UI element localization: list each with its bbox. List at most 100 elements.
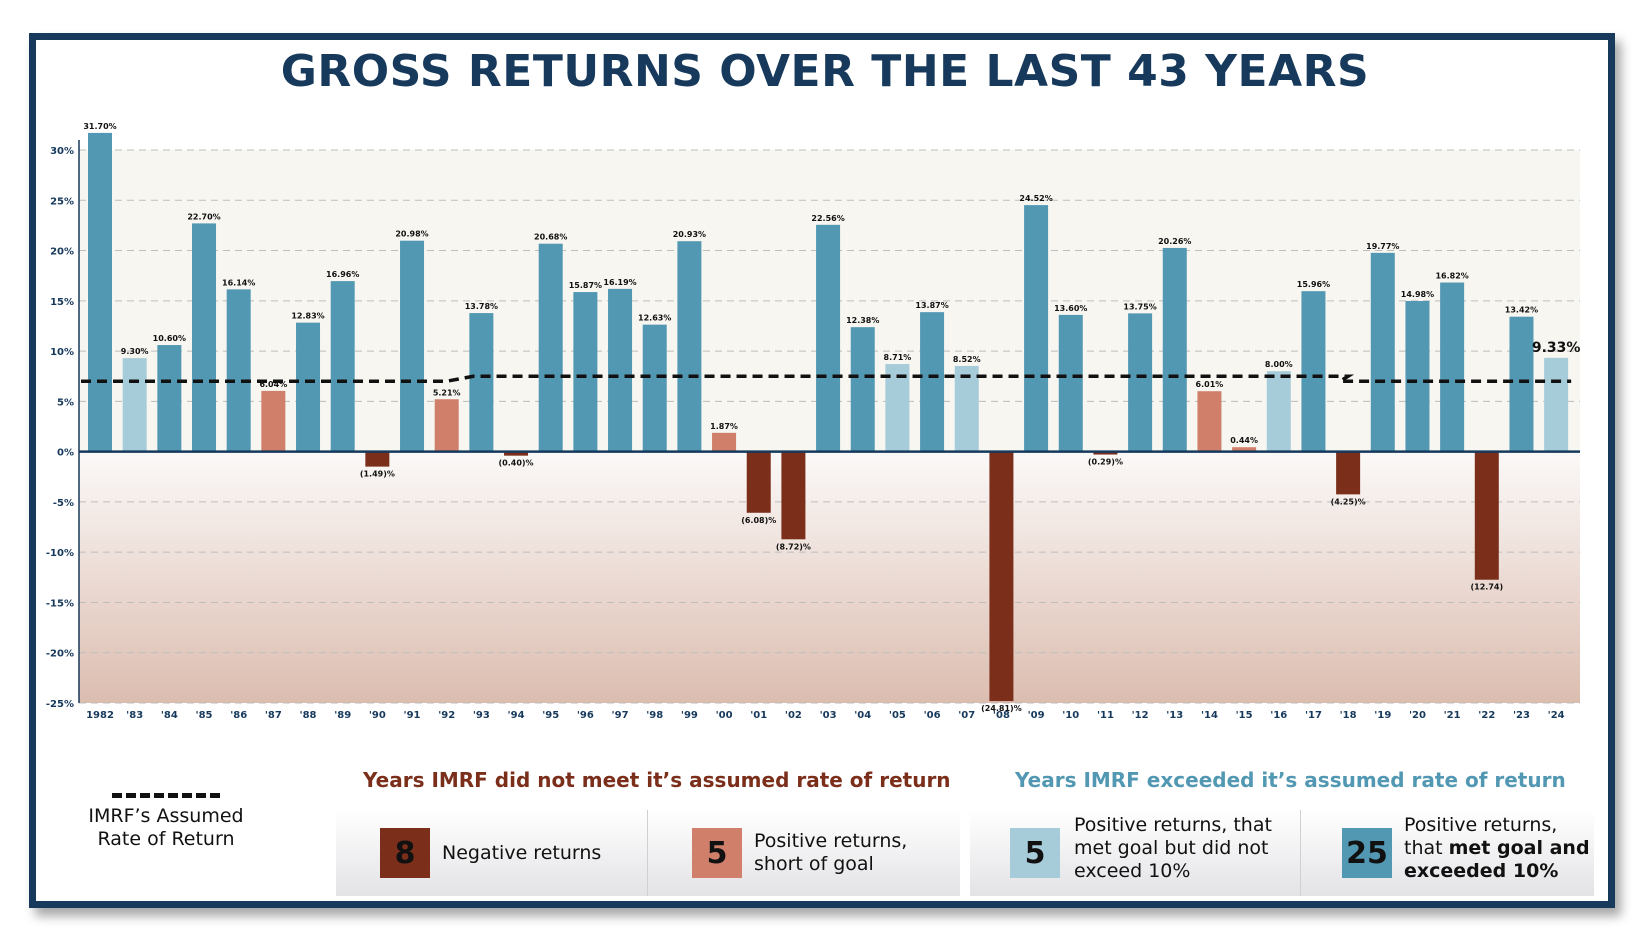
- not-met-heading: Years IMRF did not meet it’s assumed rat…: [363, 768, 951, 792]
- y-tick-label: 25%: [50, 196, 74, 207]
- met-goal-legend-text: Positive returns, that met goal but did …: [1074, 814, 1272, 882]
- bar-value-label: (4.25)%: [1331, 497, 1366, 506]
- x-tick-label: '19: [1374, 710, 1391, 721]
- bar-value-label: (1.49)%: [360, 470, 395, 479]
- x-tick-label: '13: [1166, 710, 1183, 721]
- y-tick-label: -5%: [53, 498, 74, 509]
- bar-92: [434, 399, 459, 452]
- exceeded-legend-panel: 5 Positive returns, that met goal but di…: [970, 810, 1594, 896]
- bar-value-label: 10.60%: [153, 334, 186, 343]
- x-tick-label: '18: [1340, 710, 1357, 721]
- bar-24: [1544, 357, 1569, 452]
- x-tick-label: '85: [196, 710, 213, 721]
- y-tick-label: 15%: [50, 297, 74, 308]
- exceeded-heading: Years IMRF exceeded it’s assumed rate of…: [1015, 768, 1566, 792]
- x-tick-label: '23: [1513, 710, 1530, 721]
- x-tick-label: 1982: [86, 710, 114, 721]
- bar-value-label: 12.38%: [846, 316, 879, 325]
- exceeded-count-box: 25: [1342, 828, 1392, 878]
- bar-value-label: 0.44%: [1230, 436, 1258, 445]
- y-tick-label: 20%: [50, 247, 74, 258]
- x-tick-label: '24: [1548, 710, 1565, 721]
- y-tick-label: 10%: [50, 347, 74, 358]
- bar-20: [1405, 301, 1430, 452]
- bar-05: [885, 364, 910, 452]
- bar-03: [816, 224, 841, 452]
- assumed-rate-line: [81, 374, 1572, 384]
- bar-value-label: 9.33%: [1532, 340, 1581, 356]
- bar-value-label: 22.70%: [187, 212, 220, 221]
- bar-19: [1370, 252, 1395, 452]
- x-tick-label: '20: [1409, 710, 1426, 721]
- x-tick-label: '93: [473, 710, 490, 721]
- bar-value-label: 8.52%: [953, 355, 981, 364]
- exceeded-count: 25: [1346, 835, 1388, 871]
- met-goal-count-box: 5: [1010, 828, 1060, 878]
- x-tick-label: '21: [1444, 710, 1461, 721]
- bar-09: [1024, 205, 1049, 452]
- x-tick-label: '15: [1236, 710, 1253, 721]
- bar-value-label: 19.77%: [1366, 242, 1399, 251]
- x-tick-label: '89: [334, 710, 351, 721]
- bar-value-label: 15.96%: [1297, 280, 1330, 289]
- x-tick-label: '16: [1270, 710, 1287, 721]
- bar-01: [746, 451, 771, 513]
- x-tick-label: '87: [265, 710, 282, 721]
- x-tick-label: '05: [889, 710, 906, 721]
- panel-divider: [647, 810, 648, 896]
- assumed-rate-legend-label: IMRF’s Assumed Rate of Return: [88, 805, 244, 850]
- bar-value-label: 1.87%: [710, 422, 738, 431]
- bar-88: [296, 322, 321, 452]
- met-goal-count: 5: [1024, 835, 1046, 871]
- negative-count-box: 8: [380, 828, 430, 878]
- short-of-goal-count-box: 5: [692, 828, 742, 878]
- bar-87: [261, 390, 286, 452]
- x-tick-label: '10: [1062, 710, 1079, 721]
- exceeded-legend-text: Positive returns, that met goal and exce…: [1404, 814, 1594, 883]
- bar-value-label: (0.40)%: [499, 459, 534, 468]
- chart-title: GROSS RETURNS OVER THE LAST 43 YEARS: [280, 46, 1370, 97]
- x-tick-label: '94: [508, 710, 525, 721]
- bar-value-label: 15.87%: [569, 281, 602, 290]
- x-tick-label: '17: [1305, 710, 1322, 721]
- bar-value-label: (6.08)%: [741, 516, 776, 525]
- x-tick-label: '97: [612, 710, 629, 721]
- bar-08: [989, 451, 1014, 702]
- bar-96: [573, 292, 598, 452]
- plot-background-negative: [79, 451, 1580, 703]
- bar-value-label: 12.63%: [638, 314, 671, 323]
- bar-value-label: 13.78%: [465, 302, 498, 311]
- x-tick-label: '12: [1132, 710, 1149, 721]
- x-tick-label: '90: [369, 710, 386, 721]
- bar-12: [1128, 313, 1153, 452]
- x-tick-label: '00: [716, 710, 733, 721]
- y-tick-label: -20%: [46, 649, 74, 660]
- bar-14: [1197, 391, 1222, 452]
- bar-10: [1058, 314, 1083, 452]
- bar-value-label: 14.98%: [1401, 290, 1434, 299]
- x-tick-label: '04: [854, 710, 871, 721]
- x-tick-label: '95: [542, 710, 559, 721]
- bar-value-label: 24.52%: [1019, 194, 1052, 203]
- bar-18: [1336, 451, 1361, 495]
- x-tick-label: '98: [646, 710, 663, 721]
- bar-93: [469, 313, 494, 452]
- x-tick-label: '08: [993, 710, 1010, 721]
- bar-value-label: 16.19%: [603, 278, 636, 287]
- bar-value-label: 20.98%: [395, 230, 428, 239]
- bar-value-label: (8.72)%: [776, 542, 811, 551]
- x-tick-label: '02: [785, 710, 802, 721]
- x-tick-label: '01: [750, 710, 767, 721]
- panel-divider: [1300, 810, 1301, 896]
- bar-value-label: 9.30%: [121, 347, 149, 356]
- x-tick-label: '11: [1097, 710, 1114, 721]
- bar-16: [1266, 371, 1291, 452]
- bar-94: [504, 451, 529, 456]
- bar-value-label: 13.75%: [1123, 302, 1156, 311]
- y-tick-label: -15%: [46, 598, 74, 609]
- x-tick-label: '86: [230, 710, 247, 721]
- bar-17: [1301, 291, 1326, 452]
- bar-02: [781, 451, 806, 540]
- bar-value-label: 13.60%: [1054, 304, 1087, 313]
